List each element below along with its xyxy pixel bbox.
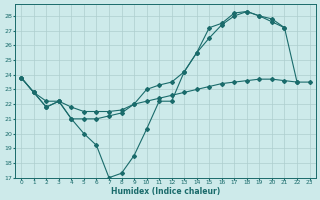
X-axis label: Humidex (Indice chaleur): Humidex (Indice chaleur) [111,187,220,196]
